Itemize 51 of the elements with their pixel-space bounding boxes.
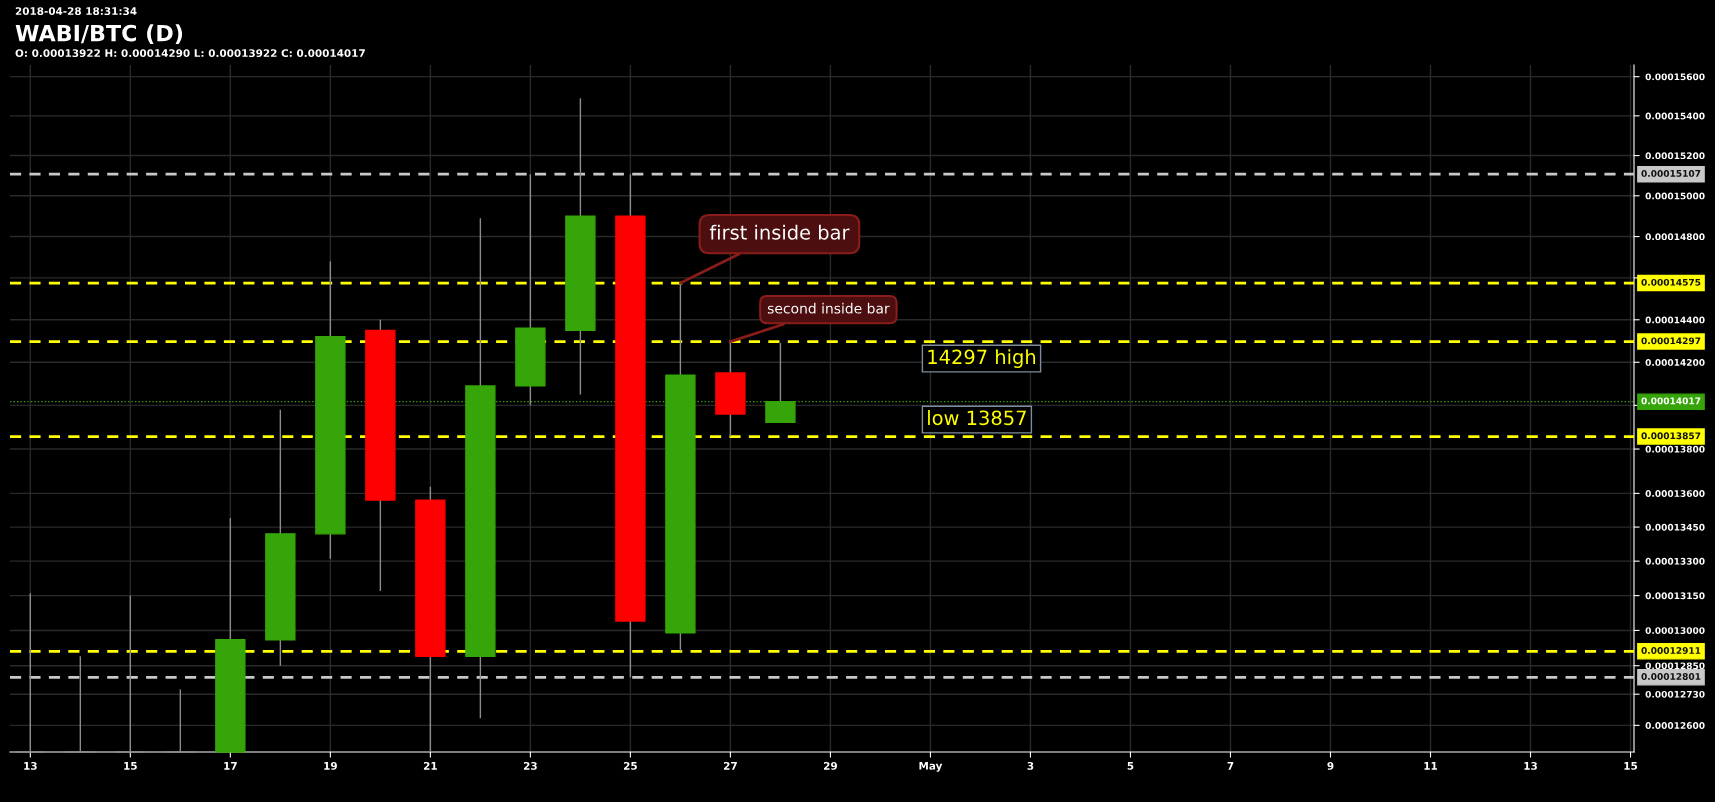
x-tick-label: 15 <box>124 762 137 770</box>
y-tick-label: 0.00012730 <box>1645 690 1705 698</box>
annotation: 14297 high <box>928 349 1036 368</box>
y-tick-label: 0.00015600 <box>1645 73 1705 81</box>
candlestick <box>115 594 146 753</box>
x-tick-label: 27 <box>723 761 737 770</box>
x-tick-label: 9 <box>1327 761 1334 770</box>
x-tick-label: 15 <box>1624 762 1638 770</box>
y-tick-label: 0.00012850 <box>1645 662 1705 670</box>
annotation: second inside bar <box>767 302 890 314</box>
y-tick-label: 0.00012600 <box>1645 722 1705 729</box>
ref-line-label: 0.00015107 <box>1641 169 1701 177</box>
y-tick-label: 0.00013600 <box>1645 490 1705 497</box>
y-tick-label: 0.00015400 <box>1645 112 1705 120</box>
y-tick-label: 0.00014200 <box>1645 358 1705 366</box>
candlestick <box>15 592 46 753</box>
x-tick-label: 11 <box>1424 762 1438 770</box>
x-tick-label: 13 <box>1524 761 1537 770</box>
x-tick-label: 25 <box>623 761 637 770</box>
x-tick-label: 5 <box>1127 762 1134 770</box>
x-tick-label: 19 <box>324 761 337 770</box>
y-tick-label: 0.00014400 <box>1645 316 1705 324</box>
ref-line-label: 0.00012801 <box>1641 673 1701 680</box>
ref-line-label: 0.00012911 <box>1641 647 1701 654</box>
candlestick <box>165 688 196 753</box>
x-tick-label: 17 <box>224 762 237 770</box>
y-tick-label: 0.00013800 <box>1645 445 1705 453</box>
x-tick-label: 7 <box>1227 762 1234 770</box>
x-tick-label: 29 <box>824 761 837 770</box>
y-tick-label: 0.00013000 <box>1645 627 1705 634</box>
y-tick-label: 0.00013300 <box>1645 557 1705 565</box>
ref-line-label: 0.00014297 <box>1641 337 1701 345</box>
y-tick-label: 0.00015200 <box>1645 152 1705 160</box>
x-tick-label: 13 <box>24 761 37 770</box>
ref-line-label: 0.00014017 <box>1641 397 1701 405</box>
annotation: first inside bar <box>709 224 850 240</box>
chart-title: WABI/BTC (D) <box>15 24 183 45</box>
text: 2018-04-28 18:31:34 <box>15 7 137 16</box>
x-tick-label: 3 <box>1027 761 1034 770</box>
y-tick-label: 0.00015000 <box>1645 192 1705 200</box>
y-tick-label: 0.00014800 <box>1645 233 1705 241</box>
y-tick-label: 0.00013150 <box>1645 592 1705 600</box>
ref-line-label: 0.00013857 <box>1641 432 1701 440</box>
annotation: low 13857 <box>928 410 1026 426</box>
y-tick-label: 0.00013450 <box>1645 523 1705 531</box>
x-tick-label: May <box>919 761 943 772</box>
candlestick <box>65 655 96 753</box>
x-tick-label: 21 <box>423 761 437 770</box>
ref-line-label: 0.00014575 <box>1641 278 1701 286</box>
chart-subtitle: O: 0.00013922 H: 0.00014290 L: 0.00013922 C: 0.00014017 <box>15 49 365 58</box>
x-tick-label: 23 <box>523 761 537 770</box>
